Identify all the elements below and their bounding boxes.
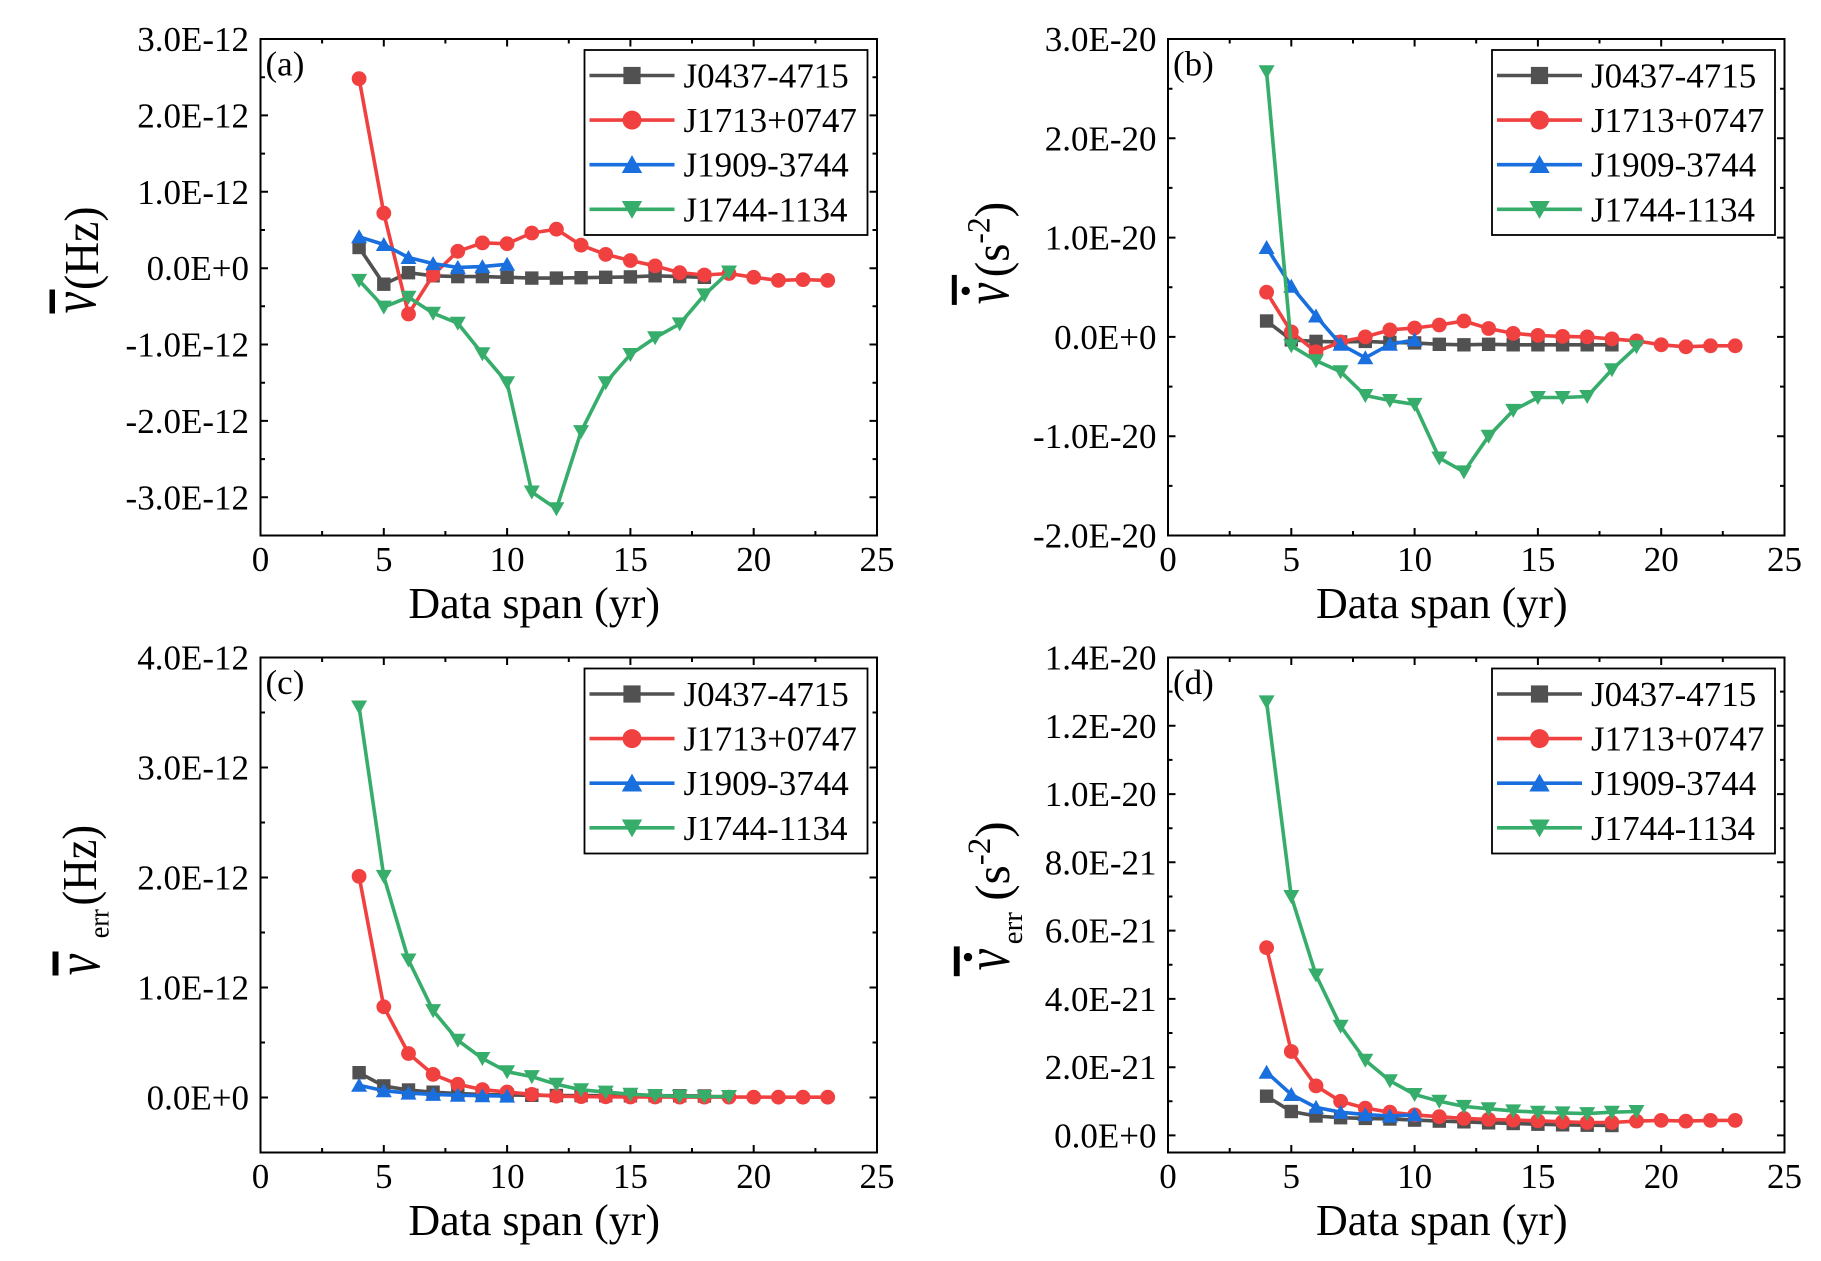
svg-text:J1909-3744: J1909-3744 — [1591, 146, 1756, 185]
svg-text:J1713+0747: J1713+0747 — [684, 101, 857, 140]
svg-text:J1744-1134: J1744-1134 — [684, 190, 848, 229]
svg-text:10: 10 — [1397, 1157, 1432, 1196]
svg-text:(d): (d) — [1173, 663, 1214, 702]
svg-text:1.0E-12: 1.0E-12 — [137, 969, 249, 1008]
svg-text:0.0E+0: 0.0E+0 — [147, 249, 249, 288]
svg-text:Data span (yr): Data span (yr) — [1316, 1196, 1568, 1245]
svg-text:(Hz): (Hz) — [54, 207, 109, 291]
svg-text:(c): (c) — [266, 663, 305, 702]
svg-text:25: 25 — [1767, 540, 1802, 579]
svg-text:-1.0E-20: -1.0E-20 — [1033, 417, 1156, 456]
svg-text:J0437-4715: J0437-4715 — [684, 57, 849, 96]
svg-text:2.0E-12: 2.0E-12 — [137, 859, 249, 898]
svg-text:1.0E-20: 1.0E-20 — [1045, 219, 1157, 258]
svg-text:J0437-4715: J0437-4715 — [1591, 675, 1756, 714]
svg-text:Data span (yr): Data span (yr) — [408, 579, 660, 628]
svg-text:-3.0E-12: -3.0E-12 — [126, 478, 249, 517]
svg-text:3.0E-12: 3.0E-12 — [137, 20, 249, 59]
svg-text:8.0E-21: 8.0E-21 — [1045, 843, 1157, 882]
svg-text:4.0E-21: 4.0E-21 — [1045, 980, 1157, 1019]
svg-text:15: 15 — [1520, 540, 1555, 579]
svg-text:J1744-1134: J1744-1134 — [684, 809, 848, 848]
svg-text:1.0E-12: 1.0E-12 — [137, 173, 249, 212]
svg-text:-2.0E-12: -2.0E-12 — [126, 402, 249, 441]
svg-text:ν: ν — [43, 954, 115, 976]
svg-text:J1744-1134: J1744-1134 — [1591, 190, 1755, 229]
svg-text:J1909-3744: J1909-3744 — [684, 764, 849, 803]
svg-text:ν: ν — [952, 949, 1024, 971]
svg-text:(Hz): (Hz) — [52, 825, 107, 906]
svg-text:ν: ν — [39, 292, 111, 314]
svg-text:J1909-3744: J1909-3744 — [1591, 764, 1756, 803]
svg-text:20: 20 — [1644, 1157, 1679, 1196]
svg-text:(a): (a) — [266, 45, 305, 84]
svg-text:10: 10 — [490, 1157, 525, 1196]
svg-text:5: 5 — [1283, 540, 1301, 579]
svg-text:err: err — [997, 912, 1029, 944]
svg-text:2.0E-12: 2.0E-12 — [137, 96, 249, 135]
svg-text:1.0E-20: 1.0E-20 — [1045, 775, 1157, 814]
svg-text:0: 0 — [252, 1157, 270, 1196]
svg-text:15: 15 — [613, 540, 648, 579]
svg-text:-1.0E-12: -1.0E-12 — [126, 326, 249, 365]
svg-text:6.0E-21: 6.0E-21 — [1045, 912, 1157, 951]
svg-text:0: 0 — [252, 540, 270, 579]
svg-text:0.0E+0: 0.0E+0 — [147, 1079, 249, 1118]
svg-text:25: 25 — [860, 540, 895, 579]
svg-text:15: 15 — [613, 1157, 648, 1196]
svg-text:J1713+0747: J1713+0747 — [1591, 101, 1764, 140]
svg-text:0.0E+0: 0.0E+0 — [1054, 1116, 1156, 1155]
svg-text:25: 25 — [860, 1157, 895, 1196]
svg-text:5: 5 — [1283, 1157, 1301, 1196]
svg-text:25: 25 — [1767, 1157, 1802, 1196]
svg-text:J1909-3744: J1909-3744 — [684, 146, 849, 185]
svg-text:0: 0 — [1159, 540, 1177, 579]
svg-text:5: 5 — [375, 1157, 393, 1196]
svg-text:20: 20 — [1644, 540, 1679, 579]
svg-text:(b): (b) — [1173, 45, 1214, 84]
svg-text:2.0E-20: 2.0E-20 — [1045, 119, 1157, 158]
svg-text:4.0E-12: 4.0E-12 — [137, 639, 249, 678]
svg-text:0: 0 — [1159, 1157, 1177, 1196]
svg-text:J0437-4715: J0437-4715 — [1591, 57, 1756, 96]
svg-text:3.0E-20: 3.0E-20 — [1045, 20, 1157, 59]
svg-text:20: 20 — [736, 1157, 771, 1196]
svg-text:J1713+0747: J1713+0747 — [1591, 720, 1764, 759]
svg-text:err: err — [84, 909, 116, 938]
svg-text:Data span (yr): Data span (yr) — [408, 1196, 660, 1245]
svg-text:5: 5 — [375, 540, 393, 579]
svg-text:10: 10 — [1397, 540, 1432, 579]
svg-text:15: 15 — [1520, 1157, 1555, 1196]
svg-text:(s-2): (s-2) — [962, 202, 1020, 278]
svg-text:2.0E-21: 2.0E-21 — [1045, 1048, 1157, 1087]
svg-text:1.4E-20: 1.4E-20 — [1045, 639, 1157, 678]
svg-text:-2.0E-20: -2.0E-20 — [1033, 517, 1156, 556]
svg-text:10: 10 — [490, 540, 525, 579]
svg-text:1.2E-20: 1.2E-20 — [1045, 707, 1157, 746]
svg-text:20: 20 — [736, 540, 771, 579]
svg-text:3.0E-12: 3.0E-12 — [137, 749, 249, 788]
svg-text:J0437-4715: J0437-4715 — [684, 675, 849, 714]
svg-text:J1713+0747: J1713+0747 — [684, 720, 857, 759]
svg-text:Data span (yr): Data span (yr) — [1316, 579, 1568, 628]
svg-text:ν: ν — [952, 283, 1024, 305]
svg-text:J1744-1134: J1744-1134 — [1591, 809, 1755, 848]
svg-text:0.0E+0: 0.0E+0 — [1054, 318, 1156, 357]
